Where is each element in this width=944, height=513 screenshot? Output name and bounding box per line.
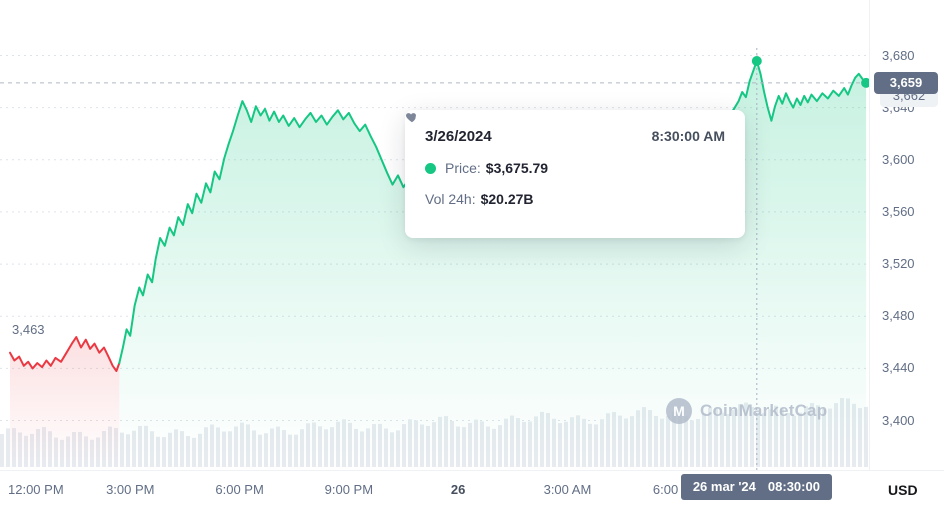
crosshair-time-badge: 26 mar '24 08:30:00 [680,474,832,500]
x-axis-tick-label: 3:00 AM [543,482,592,497]
axis-vertical-separator [869,0,870,513]
x-axis: 26 mar '24 08:30:00 USD 12:00 PM 3:00 PM 6:… [0,471,944,513]
y-axis-tick-label: 3,400 [882,412,915,428]
watermark-text: CoinMarketCap [700,401,828,420]
x-axis-tick-label: 6:00 PM [215,482,264,497]
y-axis-tick-label: 3,520 [882,256,915,272]
tooltip-vol-value: $20.27B [480,191,534,207]
x-axis-tick-label: 9:00 PM [324,482,374,497]
coinmarketcap-logo-icon: M [666,398,692,424]
chart-tooltip: 3/26/2024 8:30:00 AM Price: $3,675.79 Vo… [405,110,745,238]
currency-label[interactable]: USD [888,482,918,498]
y-axis-tick-label: 3,680 [882,47,915,63]
y-axis-tick-label: 3,560 [882,203,915,219]
price-chart[interactable]: 3,463 M CoinMarketCap 3/26/2024 8:30:00 … [0,0,872,470]
tooltip-price-label: Price: [445,160,481,176]
tooltip-price-value: $3,675.79 [485,160,549,176]
y-axis-tick-label: 3,440 [882,360,915,376]
x-axis-tick-label: 12:00 PM [8,482,64,497]
crosshair-time-label: 08:30:00 [767,479,820,494]
axis-horizontal-separator [0,470,944,471]
crosshair-date-label: 26 mar '24 [692,479,756,494]
tooltip-price-row: Price: $3,675.79 [425,160,725,176]
price-dot-icon [425,162,436,174]
coinmarketcap-watermark: M CoinMarketCap [666,398,827,424]
tooltip-vol-label: Vol 24h: [425,191,476,207]
x-axis-tick-label: 26 [450,482,466,497]
last-price-badge: 3,659 [874,71,938,94]
heart-icon [406,113,416,123]
y-axis: 3,662 3,659 3,680 3,640 3,600 3,560 3,520 3,4… [870,0,944,470]
tooltip-time: 8:30:00 AM [651,128,725,144]
y-axis-tick-label: 3,600 [882,151,915,167]
tooltip-date: 3/26/2024 [425,128,492,145]
y-axis-tick-label: 3,480 [882,308,915,324]
tooltip-volume-row: Vol 24h: $20.27B [406,113,725,207]
x-axis-tick-label: 3:00 PM [106,482,155,497]
tooltip-header: 3/26/2024 8:30:00 AM [425,128,725,145]
open-price-label: 3,463 [12,322,45,338]
